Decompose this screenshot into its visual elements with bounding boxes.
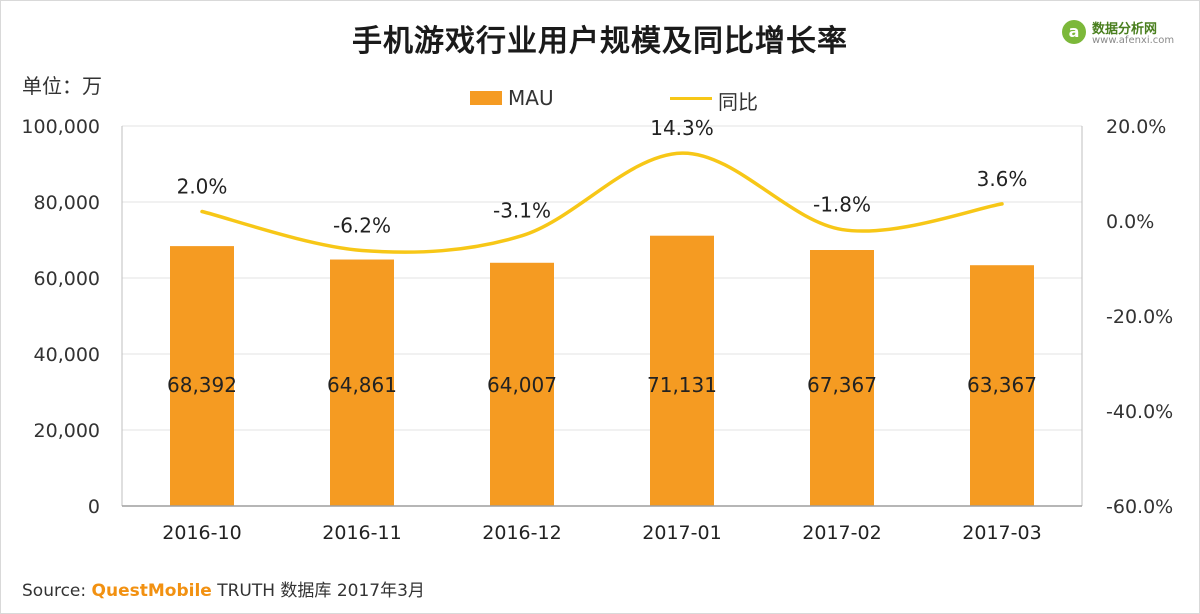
x-tick-label: 2017-01 — [642, 522, 721, 544]
y-left-tick-label: 20,000 — [34, 420, 100, 442]
x-tick-label: 2017-02 — [802, 522, 881, 544]
x-tick-label: 2016-11 — [322, 522, 401, 544]
bar-data-label: 71,131 — [647, 373, 717, 397]
y-right-tick-label: 20.0% — [1106, 116, 1166, 138]
y-right-tick-label: 0.0% — [1106, 211, 1154, 233]
y-right-tick-label: -40.0% — [1106, 401, 1173, 423]
x-tick-label: 2016-12 — [482, 522, 561, 544]
yoy-data-label: 2.0% — [177, 175, 228, 199]
bar-data-label: 63,367 — [967, 373, 1037, 397]
source-brand: QuestMobile — [91, 581, 212, 601]
y-right-tick-label: -20.0% — [1106, 306, 1173, 328]
y-right-tick-label: -60.0% — [1106, 496, 1173, 518]
bar-data-label: 64,861 — [327, 373, 397, 397]
bar-data-label: 68,392 — [167, 373, 237, 397]
bar — [490, 262, 554, 506]
y-left-tick-label: 0 — [88, 496, 100, 518]
bar — [330, 259, 394, 506]
source-prefix: Source: — [22, 581, 87, 601]
bar — [170, 246, 234, 506]
yoy-data-label: 3.6% — [977, 167, 1028, 191]
y-left-tick-label: 40,000 — [34, 344, 100, 366]
bar — [650, 235, 714, 506]
yoy-data-label: -1.8% — [813, 193, 871, 217]
logo-url: www.afenxi.com — [1092, 35, 1175, 46]
y-left-tick-label: 100,000 — [21, 116, 100, 138]
yoy-data-label: -3.1% — [493, 199, 551, 223]
logo-name: 数据分析网 — [1092, 22, 1158, 37]
unit-label: 单位：万 — [22, 74, 102, 98]
bar-data-label: 64,007 — [487, 373, 557, 397]
source-suffix: TRUTH 数据库 2017年3月 — [217, 581, 425, 601]
yoy-line — [200, 151, 1004, 254]
logo-mark-icon: a — [1062, 20, 1086, 44]
yoy-data-label: 14.3% — [650, 116, 714, 140]
y-left-tick-label: 80,000 — [34, 192, 100, 214]
chart-title: 手机游戏行业用户规模及同比增长率 — [352, 24, 848, 59]
x-tick-label: 2016-10 — [162, 522, 241, 544]
x-tick-label: 2017-03 — [962, 522, 1041, 544]
source-note: Source: QuestMobile TRUTH 数据库 2017年3月 — [22, 576, 425, 601]
y-left-tick-label: 60,000 — [34, 268, 100, 290]
bar — [970, 265, 1034, 506]
legend-label-yoy: 同比 — [718, 90, 758, 114]
legend-swatch-yoy — [670, 97, 712, 100]
legend-label-mau: MAU — [508, 86, 554, 110]
legend-swatch-mau — [470, 91, 502, 105]
bar — [810, 250, 874, 506]
yoy-data-label: -6.2% — [333, 213, 391, 237]
bar-data-label: 67,367 — [807, 373, 877, 397]
site-logo[interactable]: a 数据分析网 www.afenxi.com — [1062, 18, 1192, 48]
